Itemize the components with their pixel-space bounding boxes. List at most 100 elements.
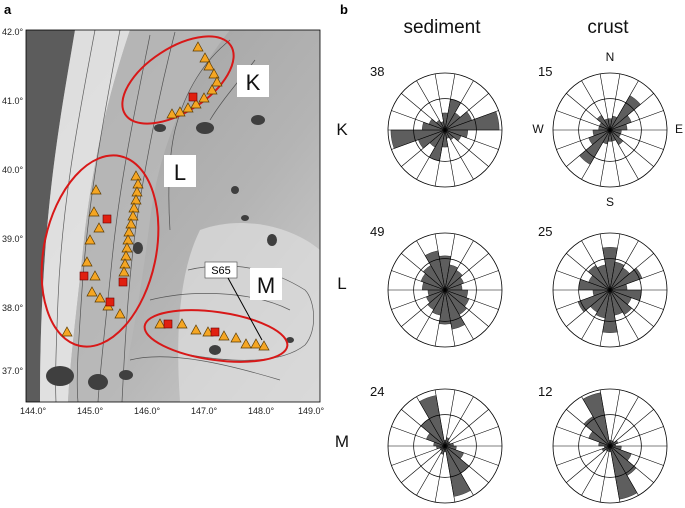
sample-triangle-marker	[154, 318, 166, 329]
rose-diagram-k-sediment	[387, 72, 503, 188]
rose-diagram-k-crust	[552, 72, 668, 188]
sample-triangle-marker	[119, 258, 131, 269]
sample-square-marker	[188, 92, 198, 102]
sample-triangle-marker	[81, 256, 93, 267]
sample-triangle-marker	[258, 340, 270, 351]
compass-n: N	[606, 50, 615, 64]
sample-triangle-marker	[230, 332, 242, 343]
sample-triangle-marker	[93, 222, 105, 233]
column-header-sediment: sediment	[403, 17, 481, 38]
count-k-sediment: 38	[370, 64, 384, 79]
sample-triangle-marker	[190, 98, 202, 109]
lat-tick: 37.0°	[2, 366, 24, 376]
count-m-sediment: 24	[370, 384, 384, 399]
sample-triangle-marker	[121, 242, 133, 253]
count-l-crust: 25	[538, 224, 552, 239]
seamounts	[46, 115, 294, 390]
sample-triangle-marker	[61, 326, 73, 337]
compass-w: W	[532, 122, 544, 136]
region-box-m	[250, 268, 282, 300]
sample-triangle-marker	[123, 226, 135, 237]
row-label-k: K	[336, 120, 348, 139]
sample-triangle-marker	[94, 292, 106, 303]
rose-diagram-m-sediment	[387, 388, 503, 504]
sample-triangle-marker	[86, 286, 98, 297]
sample-square-marker	[79, 271, 89, 281]
sample-square-marker	[105, 297, 115, 307]
sample-triangle-marker	[198, 92, 210, 103]
lat-tick: 38.0°	[2, 303, 24, 313]
rose-sector-line	[581, 396, 639, 496]
sample-triangle-marker	[130, 194, 142, 205]
station-label: S65	[211, 265, 231, 277]
lat-tick: 41.0°	[2, 96, 24, 106]
sample-triangle-marker	[125, 218, 137, 229]
sample-triangle-marker	[182, 102, 194, 113]
sample-triangle-marker	[120, 250, 132, 261]
lat-tick: 42.0°	[2, 27, 24, 37]
sample-triangle-marker	[166, 108, 178, 119]
lon-tick: 148.0°	[248, 406, 275, 416]
rose-sector-line	[416, 80, 474, 180]
sample-triangle-marker	[132, 178, 144, 189]
sample-triangle-marker	[122, 234, 134, 245]
sample-triangle-marker	[88, 206, 100, 217]
count-k-crust: 15	[538, 64, 552, 79]
station-label-box	[204, 261, 238, 279]
region-label-m: M	[257, 273, 275, 298]
region-label-k: K	[246, 70, 261, 95]
rose-diagrams	[387, 72, 668, 504]
sample-triangle-marker	[206, 84, 218, 95]
sample-square-marker	[210, 327, 220, 337]
ridge-highlight	[40, 30, 130, 402]
row-label-l: L	[337, 274, 346, 293]
sample-triangle-marker	[114, 308, 126, 319]
sample-triangle-marker	[192, 41, 204, 52]
column-header-crust: crust	[587, 17, 629, 38]
panel-b-label: b	[340, 2, 348, 17]
sample-triangle-marker	[90, 184, 102, 195]
lon-tick: 147.0°	[191, 406, 218, 416]
rose-sector-line	[581, 80, 639, 180]
count-l-sediment: 49	[370, 224, 384, 239]
rose-sector-line	[416, 396, 474, 496]
sample-triangle-marker	[127, 210, 139, 221]
region-ellipse-l	[40, 154, 160, 348]
count-m-crust: 12	[538, 384, 552, 399]
region-label-l: L	[174, 160, 186, 185]
sample-triangle-marker	[89, 270, 101, 281]
sample-triangle-marker	[218, 330, 230, 341]
compass-s: S	[606, 195, 614, 209]
sample-triangle-marker	[131, 186, 143, 197]
sample-triangle-marker	[199, 52, 211, 63]
trench-shade	[26, 30, 75, 402]
sample-markers	[61, 41, 270, 351]
sample-square-marker	[118, 277, 128, 287]
region-box-l	[164, 155, 196, 187]
sample-triangle-marker	[128, 202, 140, 213]
lon-tick: 146.0°	[134, 406, 161, 416]
rose-sector-line	[581, 240, 639, 340]
region-ellipse-m	[143, 309, 289, 363]
sample-triangle-marker	[190, 324, 202, 335]
bathymetry-map	[26, 30, 320, 402]
sample-triangle-marker	[176, 318, 188, 329]
sample-triangle-marker	[130, 170, 142, 181]
lon-tick: 144.0°	[20, 406, 47, 416]
station-leader-line	[227, 277, 263, 341]
sample-triangle-marker	[203, 60, 215, 71]
rose-sector-line	[416, 240, 474, 340]
region-box-k	[237, 65, 269, 97]
latitude-axis: 42.0° 41.0° 40.0° 39.0° 38.0° 37.0°	[2, 27, 24, 376]
sample-triangle-marker	[202, 326, 214, 337]
sample-triangle-marker	[240, 338, 252, 349]
lon-tick: 145.0°	[77, 406, 104, 416]
map-frame	[25, 29, 321, 403]
basin-shade	[178, 222, 320, 402]
sample-square-marker	[163, 319, 173, 329]
longitude-axis: 144.0° 145.0° 146.0° 147.0° 148.0° 149.0…	[20, 406, 325, 416]
panel-a-label: a	[4, 2, 12, 17]
sample-triangle-marker	[208, 68, 220, 79]
rose-diagram-m-crust	[552, 388, 668, 504]
